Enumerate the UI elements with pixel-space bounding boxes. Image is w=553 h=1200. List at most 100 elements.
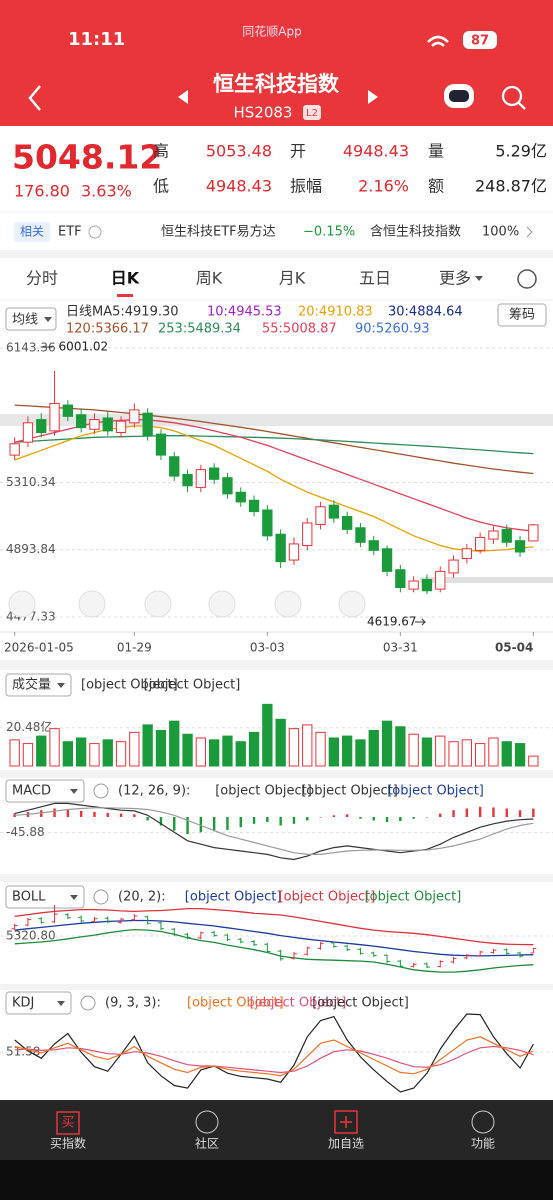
candle-body <box>62 404 74 417</box>
indicator-button[interactable] <box>5 991 72 1015</box>
legend-item: [object Object] <box>187 996 284 1011</box>
legend-item: [object Object] <box>279 890 376 905</box>
stat-value: 248.87亿 <box>475 177 547 196</box>
volume-bar <box>474 743 486 767</box>
volume-bar <box>102 739 113 767</box>
ma-button[interactable] <box>5 307 57 331</box>
macd-bar <box>345 814 349 817</box>
tab[interactable]: 更多 <box>439 269 471 288</box>
candle-body <box>36 419 47 434</box>
gap <box>0 984 553 990</box>
zoom-button[interactable] <box>338 590 366 618</box>
volume-bar <box>75 737 87 767</box>
x-tick-label: 03-31 <box>383 641 418 655</box>
volume-bar <box>89 743 100 767</box>
macd-bar <box>186 817 189 834</box>
volume-bar <box>355 739 366 767</box>
volume-bar <box>169 720 180 767</box>
boll-low <box>14 928 534 973</box>
x-tick-label: 03-03 <box>250 641 285 655</box>
add-icon[interactable] <box>334 1110 358 1134</box>
stat-value: 4948.43 <box>206 177 272 196</box>
more-arrow <box>475 276 483 281</box>
gap <box>0 250 553 258</box>
volume-bar <box>435 735 446 767</box>
nav-label: 买指数 <box>50 1136 86 1151</box>
macd-bar <box>319 817 322 818</box>
ma-button-text: 均线 <box>12 313 38 328</box>
indicator-title: KDJ <box>12 996 34 1011</box>
macd-bar <box>212 817 216 832</box>
stat-value: 4948.43 <box>343 142 409 161</box>
tab[interactable]: 月K <box>279 269 306 288</box>
buy-icon[interactable] <box>56 1111 80 1135</box>
indicator-button[interactable] <box>5 779 85 803</box>
macd-bar <box>452 810 455 817</box>
candle-body <box>49 402 60 432</box>
macd-bar <box>425 817 429 818</box>
candle-body <box>142 412 153 437</box>
ma-value: MA5:4919.30 <box>92 305 179 320</box>
chips: 筹码 <box>509 307 535 323</box>
tab[interactable]: 日K <box>111 269 140 288</box>
settings-icon[interactable] <box>517 269 537 289</box>
volume-bar <box>528 755 539 767</box>
badge-bg <box>303 105 321 120</box>
function-icon[interactable] <box>471 1110 495 1134</box>
indicator-button[interactable] <box>5 673 72 697</box>
candle-body <box>408 580 419 590</box>
candle-body <box>75 414 87 429</box>
legend-item: [object Object] <box>365 890 462 905</box>
title: 恒生科技指数 <box>213 72 340 96</box>
macd-bar <box>518 810 522 817</box>
period: 日线 <box>66 305 92 320</box>
zoom-button[interactable] <box>8 590 36 618</box>
tab[interactable]: 周K <box>196 269 223 288</box>
ma-value: 253:5489.34 <box>158 322 241 337</box>
prev-button[interactable] <box>178 90 188 104</box>
etf-name[interactable]: 恒生科技ETF易方达 <box>161 224 276 240</box>
help-icon <box>80 995 96 1011</box>
next-button[interactable] <box>368 90 378 104</box>
macd-bar <box>439 813 442 817</box>
zoom-button[interactable] <box>274 590 302 618</box>
macd-bar <box>279 817 282 826</box>
legend-item: [object Object] <box>387 784 484 799</box>
zoom-button[interactable] <box>144 590 172 618</box>
dropdown-arrow <box>70 895 78 900</box>
volume-bar <box>155 730 167 767</box>
volume-bar <box>129 731 140 767</box>
volume-bar <box>262 703 273 767</box>
search-icon[interactable] <box>501 85 523 107</box>
candle-body <box>341 515 353 530</box>
y-tick-label: -45.88 <box>6 825 45 839</box>
legend-item: [object Object] <box>301 784 398 799</box>
macd-bar <box>359 817 362 819</box>
volume-bar <box>235 741 246 767</box>
zoom-button[interactable] <box>208 590 236 618</box>
etf-index: 含恒生科技指数 <box>370 224 461 240</box>
etf-weight: 100% <box>482 225 519 240</box>
zoom-button[interactable] <box>78 590 106 618</box>
help-icon <box>93 889 109 905</box>
volume-bar <box>421 737 433 767</box>
community-icon[interactable] <box>195 1110 219 1134</box>
candle-body <box>302 522 313 547</box>
ma-value: 120:5366.17 <box>66 322 149 337</box>
y-tick-label: 20.48亿 <box>6 719 52 734</box>
chips-button[interactable] <box>497 303 547 327</box>
candle-body <box>528 524 539 542</box>
candle-body <box>262 509 273 537</box>
macd-bar <box>399 817 402 822</box>
k-line <box>14 1036 534 1077</box>
price: 5048.12 <box>12 138 162 177</box>
ma-line <box>14 435 534 455</box>
battery-level: 87 <box>471 34 489 49</box>
band <box>420 577 553 583</box>
tab[interactable]: 分时 <box>26 269 58 288</box>
candle-body <box>448 559 459 574</box>
back-button[interactable] <box>28 85 41 111</box>
indicator-button[interactable] <box>5 885 85 909</box>
tab[interactable]: 五日 <box>359 269 391 288</box>
